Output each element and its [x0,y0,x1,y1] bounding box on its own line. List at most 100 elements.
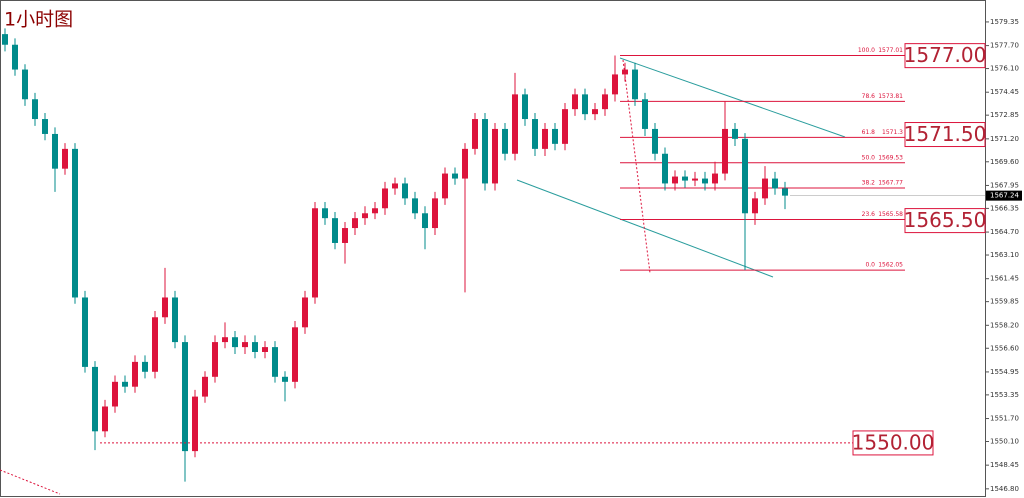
candle-body [712,173,718,184]
y-tick-label: 1554.95 [990,368,1019,376]
fib-ratio: 38.2 [862,180,876,187]
channel-lower [516,179,774,278]
y-tick-label: 1572.85 [990,111,1019,119]
y-tick-label: 1556.60 [990,344,1019,352]
candle-body [32,99,38,120]
candle-body [362,213,368,219]
level-label: 1571.50 [904,122,987,146]
candle-body [42,119,48,134]
candle-body [642,99,648,129]
y-tick-label: 1576.10 [990,65,1019,73]
y-tick-label: 1567.95 [990,181,1019,189]
fib-ratio: 61.8 [862,129,876,136]
title-bg [2,6,80,32]
y-tick-label: 1561.45 [990,275,1019,283]
candle-body [352,218,358,229]
candle-body [132,361,138,387]
candle-body [82,297,88,367]
candle-body [12,44,18,70]
candle-body [632,69,638,100]
candle-body [312,208,318,298]
candle-body [462,148,468,179]
candle-body [292,327,298,382]
candle-body [742,138,748,214]
fib-ratio: 23.6 [862,211,876,218]
candle-body [552,128,558,144]
candle-body [102,406,108,432]
candle-body [72,148,78,298]
candle-body [2,34,8,45]
fib-ratio: 100.0 [858,47,875,54]
fib-price: 1571.3 [882,129,903,136]
candle-body [222,337,228,343]
fib-price: 1569.53 [878,154,903,161]
fib-price: 1567.77 [878,180,903,187]
candle-body [322,208,328,219]
candle-body [442,173,448,199]
candle-body [272,347,278,377]
current-price-box [986,190,1022,201]
candle-body [62,148,68,169]
y-tick-label: 1553.35 [990,391,1019,399]
candle-body [772,178,778,189]
candle-body [722,128,728,174]
candle-body [672,176,678,184]
candle-body [422,213,428,229]
candle-body [592,109,598,115]
y-tick-label: 1569.60 [990,158,1019,166]
fib-price: 1562.05 [878,262,903,269]
candle-body [612,74,618,95]
fib-price: 1565.58 [878,211,903,218]
candle-body [392,183,398,189]
y-tick-label: 1558.20 [990,321,1019,329]
candle-body [452,173,458,179]
level-label: 1577.00 [904,43,987,67]
candle-body [782,188,788,196]
level-label: 1565.50 [904,208,987,232]
candle-body [542,128,548,149]
y-tick-label: 1563.10 [990,251,1019,259]
candle-body [582,94,588,115]
candle-body [682,176,688,181]
candle-body [412,198,418,214]
candle-body [332,218,338,243]
candle-body [692,178,698,181]
candle-body [192,396,198,452]
candle-body [492,128,498,184]
candle-body [372,208,378,214]
fib-price: 1573.81 [878,93,903,100]
candle-body [382,188,388,209]
candle-body [702,178,708,184]
candle-body [172,297,178,343]
candle-body [512,94,518,154]
candle-body [52,133,58,169]
current-price-label: 1567.24 [990,192,1019,200]
candle-body [342,228,348,243]
candle-body [252,342,258,352]
candle-body [482,119,488,184]
candle-body [432,198,438,229]
candle-body [602,94,608,110]
candle-body [302,297,308,328]
candle-body [502,128,508,154]
candle-body [402,183,408,199]
candle-body [242,342,248,348]
candle-body [112,381,118,407]
candle-body [22,69,28,100]
candle-body [762,178,768,199]
fib-ratio: 78.6 [862,93,876,100]
y-tick-label: 1550.10 [990,437,1019,445]
candle-body [622,69,628,75]
level-box [904,122,986,148]
candle-body [282,376,288,382]
level-box [904,43,986,69]
y-tick-label: 1548.45 [990,461,1019,469]
candle-body [562,109,568,144]
candle-body [152,317,158,372]
candle-body [732,128,738,139]
y-tick-label: 1571.20 [990,135,1019,143]
candle-body [472,119,478,149]
candle-body [522,94,528,120]
